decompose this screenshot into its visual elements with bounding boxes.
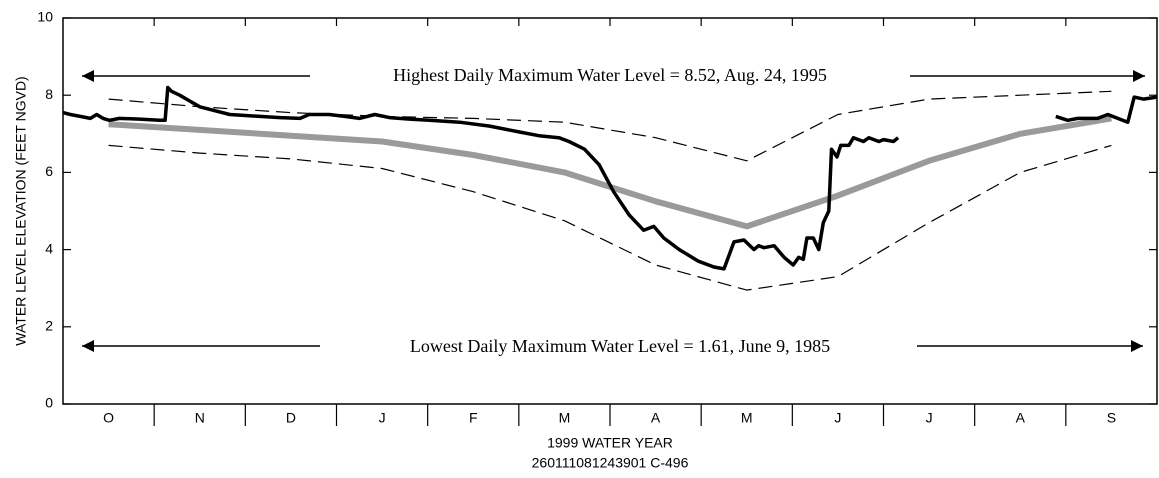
y-axis-label: WATER LEVEL ELEVATION (FEET NGVD): [13, 76, 29, 345]
annotation: Lowest Daily Maximum Water Level = 1.61,…: [410, 336, 830, 356]
x-tick-label: M: [559, 410, 571, 426]
series-line: [108, 90, 1112, 162]
x-tick-label: A: [651, 410, 661, 426]
x-tick-label: A: [1016, 410, 1026, 426]
x-tick-label: J: [926, 410, 933, 426]
x-tick-label: D: [286, 410, 296, 426]
y-tick-label: 0: [45, 395, 53, 411]
x-tick-label: O: [103, 410, 114, 426]
y-tick-label: 2: [45, 318, 53, 334]
series-line: [108, 144, 1112, 291]
x-tick-label: S: [1107, 410, 1116, 426]
annotation-high: Highest Daily Maximum Water Level = 8.52…: [82, 65, 1145, 85]
y-tick-label: 6: [45, 163, 53, 179]
y-tick-label: 8: [45, 86, 53, 102]
x-tick-label: M: [741, 410, 753, 426]
x-tick-label: J: [834, 410, 841, 426]
x-tick-label: N: [195, 410, 205, 426]
series-line: [62, 85, 1158, 271]
y-tick-label: 4: [45, 240, 53, 256]
x-tick-label: J: [379, 410, 386, 426]
y-tick-label: 10: [37, 9, 53, 25]
annotation: Highest Daily Maximum Water Level = 8.52…: [393, 65, 827, 85]
x-tick-label: F: [469, 410, 478, 426]
x-axis-label: 1999 WATER YEAR: [547, 435, 673, 451]
subtitle: 260111081243901 C-496: [532, 455, 689, 471]
series-line: [108, 115, 1112, 230]
annotation-low: Lowest Daily Maximum Water Level = 1.61,…: [82, 336, 1143, 356]
